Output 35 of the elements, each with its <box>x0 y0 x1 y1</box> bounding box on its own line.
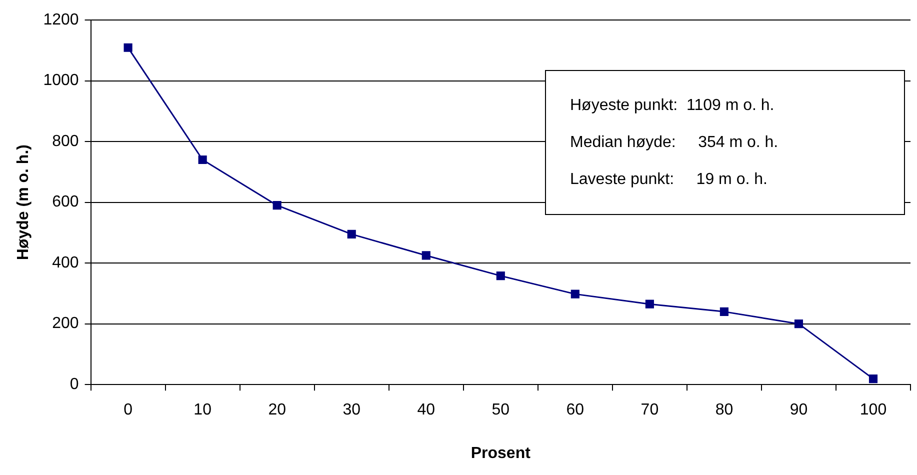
x-tick-label: 10 <box>194 402 212 419</box>
x-tick-label: 70 <box>640 402 659 419</box>
y-tick-label: 600 <box>52 194 79 211</box>
y-tick-label: 400 <box>52 254 79 272</box>
y-tick-label: 1200 <box>43 11 79 28</box>
point <box>496 272 505 280</box>
point <box>347 230 356 238</box>
annotation: Median høyde: 354 m o. h. <box>570 133 780 153</box>
x-tick-label: 20 <box>268 402 286 419</box>
x-tick-label: 40 <box>417 402 436 419</box>
x-tick-label: 50 <box>492 402 510 419</box>
y-tick-label: 200 <box>52 315 79 332</box>
point <box>198 155 207 164</box>
y-tick-label: 1000 <box>43 72 79 90</box>
x-tick-label: 80 <box>715 402 734 419</box>
x-tick-label: 60 <box>566 402 584 419</box>
point <box>422 251 430 260</box>
y-axis-title: Høyde (m o. h.) <box>15 144 32 260</box>
x-tick-label: 30 <box>342 402 361 419</box>
x-axis-title: Prosent <box>470 444 532 462</box>
y-tick-label: 800 <box>52 132 79 150</box>
x-tick-label: 0 <box>124 402 133 419</box>
point <box>272 201 282 210</box>
point <box>794 320 804 328</box>
point <box>868 374 878 384</box>
point <box>570 290 580 298</box>
y-tick-label: 0 <box>70 376 79 394</box>
note-box: Høyeste punkt: 1109 m o. h. Median høyde: 354 m o. h. Laveste punkt: 19 m o. h. <box>545 70 905 215</box>
point <box>124 43 132 52</box>
point <box>645 300 654 308</box>
annotation: Høyeste punkt: 1109 m o. h. <box>570 96 776 116</box>
x-tick-label: 90 <box>790 402 808 419</box>
point <box>720 307 728 316</box>
x-tick-label: 100 <box>860 402 887 419</box>
annotation: Laveste punkt: 19 m o. h. <box>570 170 768 190</box>
